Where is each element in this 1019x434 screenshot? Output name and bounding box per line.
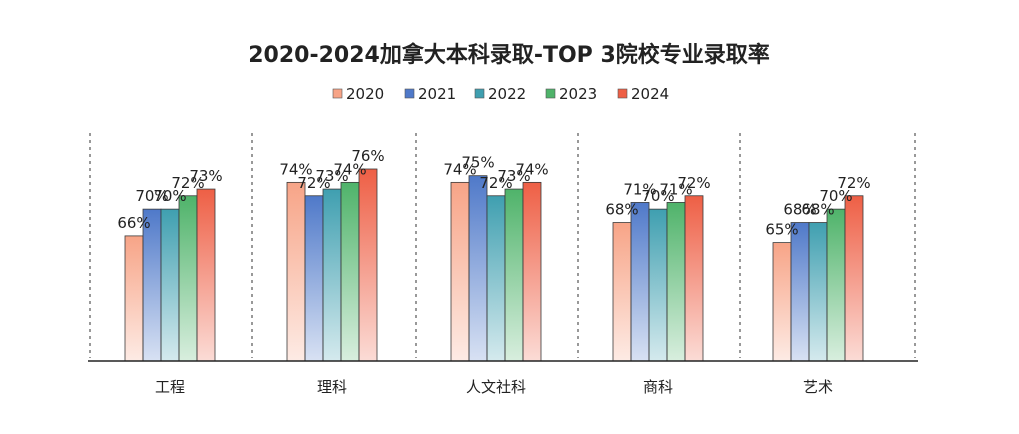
bar-2020-人文社科	[450, 181, 470, 362]
data-label: 73%	[189, 167, 222, 185]
bar-2023-商科	[666, 202, 686, 362]
data-label: 71%	[659, 180, 692, 198]
bar-2021-理科	[304, 195, 324, 362]
legend-swatch-2020	[332, 88, 343, 99]
bar-2021-商科	[630, 202, 650, 362]
bar-2021-艺术	[790, 222, 810, 362]
category-label: 理科	[317, 378, 347, 396]
data-label: 70%	[153, 187, 186, 205]
data-label: 71%	[623, 180, 656, 198]
bar-2024-工程	[196, 188, 216, 362]
bar-2020-工程	[124, 235, 144, 362]
data-label: 74%	[333, 160, 366, 178]
bar-2023-艺术	[826, 208, 846, 362]
data-label: 76%	[351, 147, 384, 165]
data-label: 72%	[479, 174, 512, 192]
data-labels: 66%70%70%72%73% 74%72%73%74%76%74%75%72%7…	[117, 147, 870, 239]
bar-2020-商科	[612, 222, 632, 362]
data-label: 75%	[461, 154, 494, 172]
legend-label-2021: 2021	[418, 85, 456, 103]
bar-2022-理科	[322, 188, 342, 362]
category-label: 工程	[155, 378, 185, 396]
data-label: 72%	[677, 174, 710, 192]
bar-2024-艺术	[844, 195, 864, 362]
legend-label-2024: 2024	[631, 85, 669, 103]
data-label: 66%	[117, 214, 150, 232]
category-label: 人文社科	[466, 378, 526, 396]
separators	[89, 133, 916, 358]
data-label: 74%	[515, 160, 548, 178]
bar-2020-艺术	[772, 242, 792, 362]
data-label: 72%	[297, 174, 330, 192]
legend: 2020 2021 2022 2023 2024	[332, 85, 669, 103]
legend-label-2022: 2022	[488, 85, 526, 103]
data-label: 74%	[443, 160, 476, 178]
bar-2022-艺术	[808, 222, 828, 362]
legend-swatch-2022	[474, 88, 485, 99]
chart-title: 2020-2024加拿大本科录取-TOP 3院校专业录取率	[248, 42, 770, 68]
bar-2024-人文社科	[522, 181, 542, 362]
bar-2024-理科	[358, 168, 378, 362]
data-label: 65%	[765, 221, 798, 239]
bar-2020-理科	[286, 181, 306, 362]
data-label: 70%	[135, 187, 168, 205]
legend-swatch-2023	[545, 88, 556, 99]
bar-2022-商科	[648, 208, 668, 362]
bar-2024-商科	[684, 195, 704, 362]
data-label: 70%	[641, 187, 674, 205]
category-label: 艺术	[803, 378, 833, 396]
data-label: 72%	[171, 174, 204, 192]
data-label: 74%	[279, 160, 312, 178]
bar-2023-理科	[340, 181, 360, 362]
category-label: 商科	[643, 378, 673, 396]
legend-label-2023: 2023	[559, 85, 597, 103]
data-label: 68%	[605, 201, 638, 219]
bar-2021-工程	[142, 208, 162, 362]
data-label: 68%	[783, 201, 816, 219]
data-label: 72%	[837, 174, 870, 192]
bar-2023-工程	[178, 195, 198, 362]
data-label: 73%	[315, 167, 348, 185]
bar-2022-人文社科	[486, 195, 506, 362]
bar-2023-人文社科	[504, 188, 524, 362]
legend-swatch-2024	[617, 88, 628, 99]
data-label: 70%	[819, 187, 852, 205]
bar-2021-人文社科	[468, 175, 488, 362]
bar-2022-工程	[160, 208, 180, 362]
bars	[124, 168, 864, 362]
legend-swatch-2021	[404, 88, 415, 99]
data-label: 73%	[497, 167, 530, 185]
x-axis-ticks: 工程 理科 人文社科 商科 艺术	[155, 378, 833, 396]
legend-label-2020: 2020	[346, 85, 384, 103]
data-label: 68%	[801, 201, 834, 219]
